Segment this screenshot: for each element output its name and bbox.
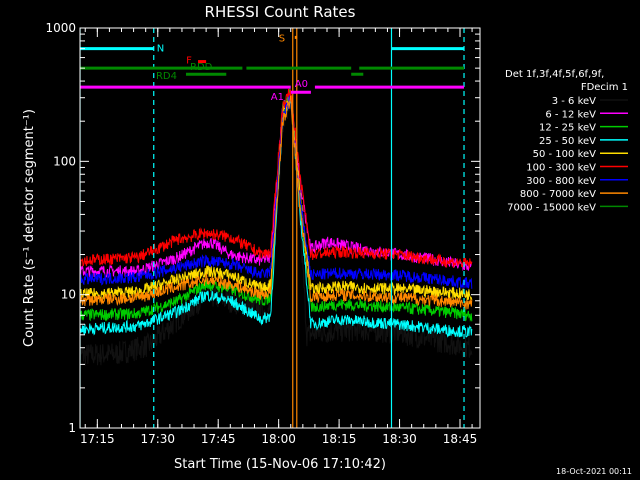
annotation-label-a1: A1 [271,92,284,103]
y-tick-label-2: 100 [53,154,76,168]
legend-header-line-2: FDecim 1 [581,82,628,93]
x-tick-label-6: 18:45 [443,432,478,446]
chart-title: RHESSI Count Rates [205,3,356,21]
legend-label-1: 6 - 12 keV [545,109,596,120]
y-tick-label-3: 1000 [45,21,76,35]
annotation-label-f: F [186,56,192,67]
y-tick-label-0: 1 [68,421,76,435]
annotation-label-n: N [157,44,164,55]
x-tick-label-2: 17:45 [201,432,236,446]
plot-frame [79,27,481,429]
y-axis-label: Count Rate (s⁻¹ detector segment⁻¹) [22,109,37,347]
x-tick-label-4: 18:15 [322,432,357,446]
series-line-7 [80,95,473,310]
series-line-1 [80,91,473,279]
x-axis-label: Start Time (15-Nov-06 17:10:42) [174,457,386,472]
series-line-6 [80,95,473,290]
x-tick-label-3: 18:00 [261,432,296,446]
legend-label-5: 100 - 300 keV [526,163,596,174]
axes: 1 10 100 1000 17:15 17:30 17:45 18:00 18:15 18:30… [45,21,481,446]
legend: Det 1f,3f,4f,5f,6f,9f, FDecim 1 3 - 6 keV 6… [505,69,628,213]
legend-label-0: 3 - 6 keV [552,96,596,107]
timestamp: 18-Oct-2021 00:11 [556,467,632,476]
legend-label-4: 50 - 100 keV [533,149,597,160]
annotation-label-a0: A0 [295,79,308,90]
legend-header-line-1: Det 1f,3f,4f,5f,6f,9f, [505,69,604,80]
x-tick-label-1: 17:30 [140,432,175,446]
legend-label-7: 800 - 7000 keV [520,189,596,200]
legend-label-3: 25 - 50 keV [539,136,596,147]
annotation-label-rd4: RD4 [156,71,177,82]
x-tick-label-0: 17:15 [80,432,115,446]
y-tick-label-1: 10 [61,288,76,302]
series-line-3 [80,92,473,338]
series-line-5 [80,88,473,269]
x-tick-label-5: 18:30 [382,432,417,446]
legend-label-8: 7000 - 15000 keV [507,202,596,213]
legend-label-6: 300 - 800 keV [526,176,596,187]
legend-label-2: 12 - 25 keV [539,123,596,134]
annotation-label-s: S [279,33,285,44]
annotation-label-rdd: RDD [190,62,213,73]
